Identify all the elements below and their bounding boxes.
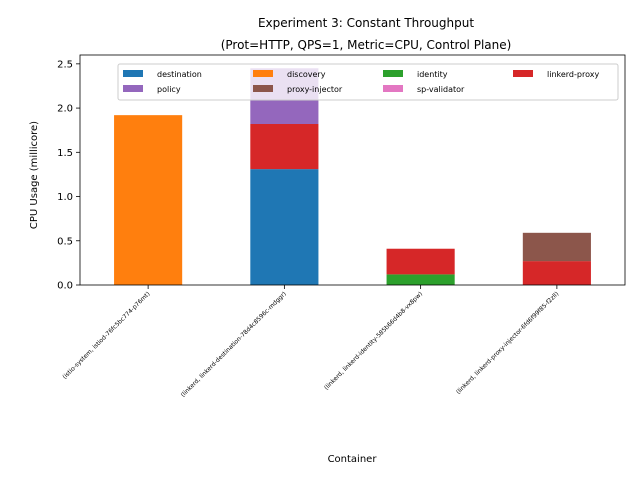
bar-proxy-injector-3 bbox=[522, 232, 591, 262]
bar-linkerd-proxy-2 bbox=[386, 248, 455, 275]
x-axis: (istio-system, istiod-76fc5bc774-p76mt) (… bbox=[61, 285, 560, 399]
legend-swatch-identity bbox=[383, 70, 403, 77]
x-tick-label-1: (linkerd, linkerd-destination-78d4c8596c… bbox=[180, 290, 288, 398]
legend-label-identity: identity bbox=[417, 70, 448, 79]
x-tick-label-0: (istio-system, istiod-76fc5bc774-p76mt) bbox=[61, 290, 151, 380]
legend-swatch-discovery bbox=[253, 70, 273, 77]
legend-swatch-sp-validator bbox=[383, 85, 403, 92]
chart-title-line-1: Experiment 3: Constant Throughput bbox=[258, 16, 474, 30]
y-tick-label-2: 1.0 bbox=[57, 192, 73, 203]
bar-linkerd-proxy-3 bbox=[522, 261, 591, 285]
y-tick-label-5: 2.5 bbox=[57, 59, 73, 70]
legend-label-policy: policy bbox=[157, 85, 181, 94]
chart-title-line-2: (Prot=HTTP, QPS=1, Metric=CPU, Control P… bbox=[221, 38, 512, 52]
x-axis-label: Container bbox=[328, 454, 378, 465]
y-axis-label: CPU Usage (millicore) bbox=[29, 121, 40, 229]
legend-label-sp-validator: sp-validator bbox=[417, 85, 465, 94]
plot-area bbox=[79, 54, 626, 286]
plot-frame bbox=[79, 54, 626, 286]
legend-swatch-policy bbox=[123, 85, 143, 92]
y-tick-label-3: 1.5 bbox=[57, 148, 73, 159]
y-tick-label-0: 0.0 bbox=[57, 281, 73, 292]
bar-destination-1 bbox=[250, 169, 319, 285]
bar-identity-2 bbox=[386, 274, 455, 285]
y-tick-label-1: 0.5 bbox=[57, 236, 73, 247]
legend-label-proxy-injector: proxy-injector bbox=[287, 85, 343, 94]
legend-label-destination: destination bbox=[157, 70, 202, 79]
legend-swatch-destination bbox=[123, 70, 143, 77]
legend-box bbox=[117, 63, 619, 101]
x-tick-label-3: (linkerd, linkerd-proxy-injector-6fd6f99… bbox=[455, 290, 560, 395]
legend-swatch-linkerd-proxy bbox=[513, 70, 533, 77]
bar-linkerd-proxy-1 bbox=[250, 124, 319, 170]
legend: destination discovery identity linkerd-prox… bbox=[117, 63, 619, 101]
x-tick-label-2: (linkerd, linkerd-identity-585b66d4b8-vx… bbox=[323, 290, 424, 391]
legend-label-discovery: discovery bbox=[287, 70, 326, 79]
legend-swatch-proxy-injector bbox=[253, 85, 273, 92]
y-tick-label-4: 2.0 bbox=[57, 104, 73, 115]
legend-label-linkerd-proxy: linkerd-proxy bbox=[547, 70, 599, 79]
bar-discovery-0 bbox=[114, 115, 183, 286]
y-axis: 0.0 0.5 1.0 1.5 2.0 2.5 bbox=[57, 59, 80, 292]
